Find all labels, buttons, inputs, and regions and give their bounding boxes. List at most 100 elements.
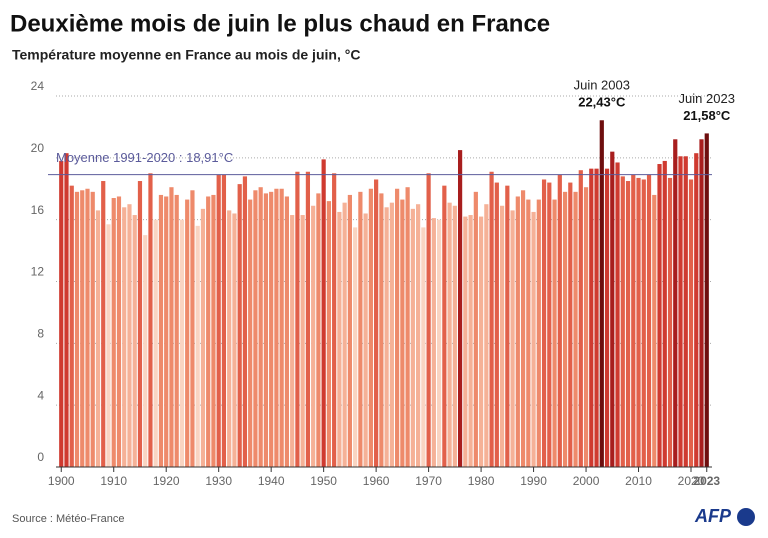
bar (101, 181, 106, 468)
bar (305, 171, 311, 467)
bar (374, 179, 379, 467)
y-tick-label: 12 (31, 265, 45, 279)
bar (169, 187, 174, 467)
x-tick-label: 1950 (310, 474, 337, 488)
bar (489, 171, 494, 467)
bar (400, 199, 405, 467)
x-tick-label: 1930 (205, 474, 232, 488)
bar (510, 210, 515, 467)
bar (384, 207, 389, 468)
bar (232, 213, 237, 467)
bar (657, 164, 662, 467)
bar (578, 170, 583, 467)
bar (610, 151, 615, 467)
source: Source : Météo-France (12, 513, 125, 525)
bar (248, 199, 253, 467)
bar (69, 185, 74, 468)
bar (437, 219, 442, 467)
bar (699, 139, 704, 468)
bar (494, 182, 499, 468)
x-tick-label: 1940 (258, 474, 285, 488)
bar (704, 133, 709, 467)
bar (615, 162, 620, 468)
x-tick-label: 2020 (678, 474, 705, 488)
bar (442, 185, 447, 468)
bar (562, 191, 568, 467)
bar (583, 187, 589, 467)
bar (599, 120, 604, 467)
x-tick-label: 2010 (625, 474, 652, 488)
bar (662, 160, 667, 468)
bar (326, 201, 331, 467)
bar (688, 179, 694, 467)
annotation-value: 22,43°C (578, 95, 626, 110)
bar (337, 211, 342, 467)
bar (237, 184, 242, 468)
bar (589, 168, 594, 467)
logo-circle (737, 508, 755, 526)
chart-title: Deuxième mois de juin le plus chaud en F… (10, 10, 550, 37)
bar (531, 211, 536, 467)
bar (347, 194, 352, 467)
bar (242, 176, 248, 467)
bar (274, 188, 279, 467)
annotation-label: Juin 2023 (679, 91, 735, 106)
bar (557, 174, 562, 467)
bar (321, 159, 326, 468)
bar (552, 199, 557, 467)
bar (631, 174, 636, 467)
bar (158, 194, 164, 467)
reference-label: Moyenne 1991-2020 : 18,91°C (56, 150, 233, 165)
bar (484, 204, 489, 468)
bar (478, 216, 484, 467)
bar (195, 225, 200, 467)
bar (426, 173, 431, 467)
bar (253, 190, 258, 467)
bar (74, 191, 80, 467)
bar (111, 198, 116, 467)
bar (620, 176, 625, 467)
bar (694, 153, 699, 467)
bar (568, 182, 573, 468)
bar (421, 227, 426, 467)
bar (353, 227, 358, 467)
bar (269, 191, 274, 467)
bar (300, 215, 305, 467)
bar (137, 181, 143, 468)
bar (473, 191, 478, 467)
bar (646, 174, 652, 467)
bar (95, 210, 101, 467)
x-tick-label: 2023 (693, 474, 720, 488)
bar (153, 219, 158, 467)
bar (263, 193, 269, 467)
bar (673, 139, 678, 468)
bar (515, 196, 520, 467)
bar (185, 199, 190, 467)
y-tick-label: 0 (37, 450, 44, 464)
bar (279, 188, 284, 467)
bar (457, 150, 463, 467)
chart-subtitle: Température moyenne en France au mois de… (12, 47, 360, 63)
x-tick-label: 1980 (468, 474, 495, 488)
bar (80, 190, 85, 467)
bar (379, 193, 384, 467)
bar (368, 188, 373, 467)
bar (468, 215, 473, 467)
bar (200, 208, 206, 468)
bar (85, 188, 90, 467)
y-tick-label: 8 (37, 327, 44, 341)
x-tick-label: 1900 (48, 474, 75, 488)
bar (541, 179, 547, 467)
bar (221, 174, 227, 467)
bar (116, 196, 122, 467)
bar (636, 177, 641, 467)
bar (447, 202, 452, 467)
bar (106, 224, 111, 467)
bar (452, 205, 457, 468)
bar (641, 179, 646, 467)
bar (667, 177, 673, 467)
bar (190, 190, 195, 467)
x-tick-label: 1910 (100, 474, 127, 488)
bar (132, 215, 137, 467)
bar (416, 204, 421, 468)
